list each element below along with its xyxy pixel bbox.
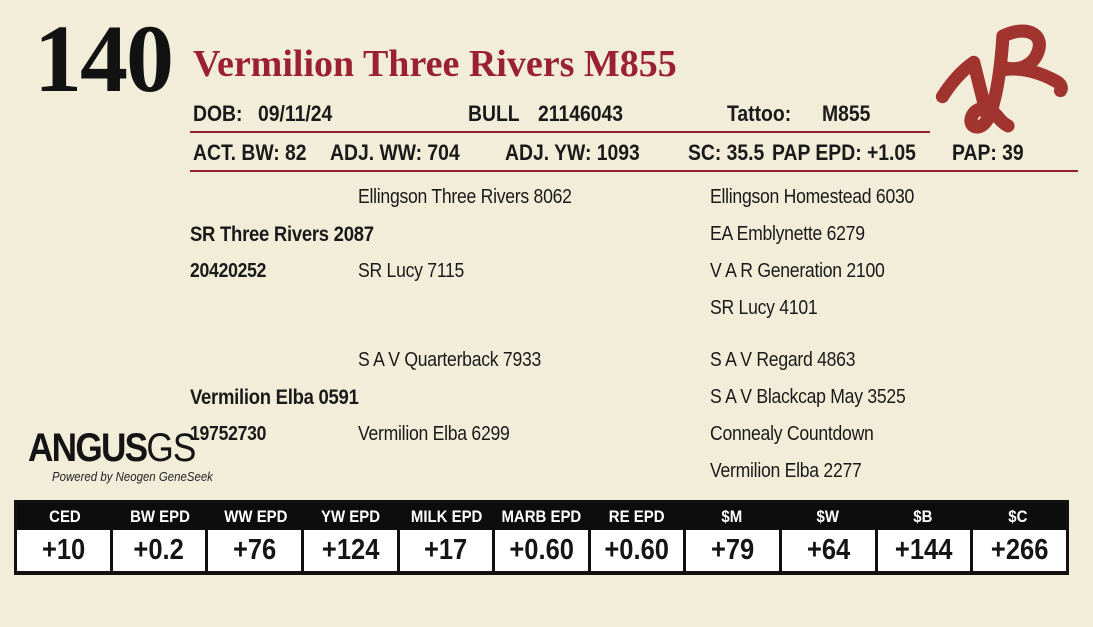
angus-logo-text: ANGUS xyxy=(28,426,148,470)
dam-ancestor-2: S A V Blackcap May 3525 xyxy=(710,386,906,408)
tattoo-label: Tattoo: xyxy=(727,101,792,126)
tattoo-value: M855 xyxy=(822,101,871,126)
dam-ancestor-4: Vermilion Elba 2277 xyxy=(710,460,862,482)
epd-value-ww: +76 xyxy=(208,530,304,571)
dam-name: Vermilion Elba 0591 xyxy=(190,386,359,409)
epd-table: CED BW EPD WW EPD YW EPD MILK EPD MARB E… xyxy=(14,500,1069,575)
epd-col-dollar-w: $W xyxy=(816,507,839,526)
registration-number: 21146043 xyxy=(538,101,624,126)
sire-ancestor-1: Ellingson Homestead 6030 xyxy=(710,186,915,208)
stat-pap: PAP: 39 xyxy=(952,140,1024,165)
epd-value-ced: +10 xyxy=(17,530,113,571)
epd-col-ww: WW EPD xyxy=(223,507,287,526)
header-divider-top xyxy=(190,131,930,133)
epd-value-milk: +17 xyxy=(400,530,496,571)
epd-value-dollar-m: +79 xyxy=(686,530,783,571)
epd-value-marb: +0.60 xyxy=(495,530,591,571)
stat-adj-yw: ADJ. YW: 1093 xyxy=(505,140,640,165)
epd-value-bw: +0.2 xyxy=(113,530,209,571)
stat-pap-epd: PAP EPD: +1.05 xyxy=(772,140,916,165)
sire-name: SR Three Rivers 2087 xyxy=(190,223,374,246)
epd-col-dollar-c: $C xyxy=(1008,507,1028,526)
epd-value-dollar-w: +64 xyxy=(782,530,878,571)
dob-label: DOB: xyxy=(193,101,243,126)
epd-value-dollar-b: +144 xyxy=(878,530,974,571)
epd-col-yw: YW EPD xyxy=(321,507,381,526)
epd-col-dollar-b: $B xyxy=(913,507,933,526)
lot-number: 140 xyxy=(34,5,174,112)
stat-adj-ww: ADJ. WW: 704 xyxy=(330,140,460,165)
sire-grandsire: Ellingson Three Rivers 8062 xyxy=(358,186,572,208)
dob-value: 09/11/24 xyxy=(258,101,333,126)
sire-registration: 20420252 xyxy=(190,260,267,282)
epd-table-value-row: +10 +0.2 +76 +124 +17 +0.60 +0.60 +79 +6… xyxy=(17,530,1066,571)
dam-ancestor-3: Connealy Countdown xyxy=(710,423,874,445)
dam-registration: 19752730 xyxy=(190,423,267,445)
sire-granddam: SR Lucy 7115 xyxy=(358,260,465,282)
header-divider-bottom xyxy=(190,170,1078,172)
epd-value-re: +0.60 xyxy=(591,530,687,571)
stat-sc: SC: 35.5 xyxy=(688,140,765,165)
sire-ancestor-4: SR Lucy 4101 xyxy=(710,297,818,319)
angus-logo-tagline: Powered by Neogen GeneSeek xyxy=(52,469,213,484)
epd-table-header-row: CED BW EPD WW EPD YW EPD MILK EPD MARB E… xyxy=(17,503,1066,530)
angus-gs-suffix: GS xyxy=(146,426,196,470)
dam-granddam: Vermilion Elba 6299 xyxy=(358,423,510,445)
stat-act-bw: ACT. BW: 82 xyxy=(193,140,307,165)
animal-title: Vermilion Three Rivers M855 xyxy=(193,43,677,85)
epd-col-bw: BW EPD xyxy=(130,507,190,526)
epd-value-dollar-c: +266 xyxy=(990,534,1049,566)
angus-gs-logo: ANGUSGS Powered by Neogen GeneSeek xyxy=(28,428,235,484)
epd-value-yw: +124 xyxy=(304,530,400,571)
sire-ancestor-2: EA Emblynette 6279 xyxy=(710,223,865,245)
vermilion-ranch-brand-icon xyxy=(935,24,1068,134)
epd-col-dollar-m: $M xyxy=(721,507,743,526)
epd-col-ced: CED xyxy=(48,507,81,526)
dam-ancestor-1: S A V Regard 4863 xyxy=(710,349,856,371)
sire-ancestor-3: V A R Generation 2100 xyxy=(710,260,885,282)
sex-label: BULL xyxy=(468,101,520,126)
epd-col-re: RE EPD xyxy=(608,507,665,526)
dam-grandsire: S A V Quarterback 7933 xyxy=(358,349,542,371)
epd-col-marb: MARB EPD xyxy=(501,507,582,526)
epd-col-milk: MILK EPD xyxy=(410,507,482,526)
